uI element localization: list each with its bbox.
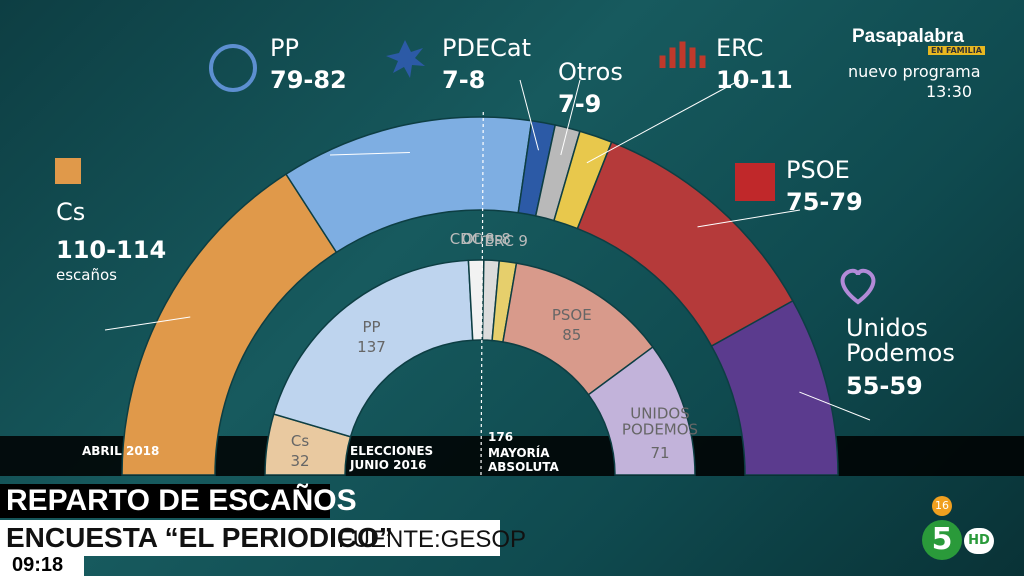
inner-seats: 9 [518,232,528,251]
party-name: PP [270,34,299,62]
party-name: Unidos Podemos [846,314,955,368]
majority-line [480,110,484,476]
inner-name: UNIDOS PODEMOS [621,404,699,438]
majority-label: MAYORÍA ABSOLUTA [488,446,559,475]
inner-seats: 137 [357,337,386,356]
unit-label: escaños [56,266,117,284]
party-seats: 110-114 [56,236,167,264]
party-name: PSOE [786,156,850,184]
inner-name: PSOE [551,306,592,325]
leader-line [329,152,410,156]
clock: 09:18 [12,554,64,576]
party-seats: 7-8 [442,66,486,94]
time: 13:30 [926,82,973,101]
channel-logo: 5 [922,520,962,560]
rating: 16 [932,496,952,516]
next: nuevo programa [848,62,981,81]
seat-segment [587,346,696,476]
inner-name: CDC [449,230,483,249]
leader-line [560,79,581,156]
seat-segment [710,299,839,476]
title-box [0,484,330,518]
majority-value: 176 [488,430,514,444]
erc-icon [659,41,706,68]
psoe-icon [735,163,775,201]
party-name: Otros [558,58,623,86]
pdecat-icon [386,40,425,78]
clock-box [0,556,84,576]
inner-name: Cs [290,432,310,451]
party-seats: 79-82 [270,66,347,94]
party-seats: 55-59 [846,372,923,400]
cs-icon [55,158,81,184]
party-name: ERC [716,34,764,62]
program: Pasapalabra [852,26,964,47]
leader-line [586,79,741,164]
ring-label: ABRIL 2018 [82,444,160,458]
inner-seats: 32 [290,452,310,471]
party-name: PDECat [442,34,531,62]
ring-label: ELECCIONES JUNIO 2016 [350,444,434,473]
inner-seats: 71 [650,444,670,463]
source: FUENTE:GESOP [338,526,527,553]
inner-seats: 85 [562,326,582,345]
leader-line [104,316,191,331]
leader-line [697,209,801,228]
leader-line [519,79,539,151]
inner-name: Otros [461,230,503,249]
party-seats: 75-79 [786,188,863,216]
hd: HD [964,528,994,554]
podemos-icon [840,268,876,305]
party-seats: 10-11 [716,66,793,94]
pp-icon [209,44,257,92]
leader-line [799,391,871,421]
inner-seats: 8 [501,230,511,249]
inner-seats: 8 [485,230,495,249]
subtitle: ENCUESTA “EL PERIODICO” [6,522,393,553]
party-seats: 7-9 [558,90,602,118]
inner-name: PP [362,317,381,336]
party-name: Cs [56,198,86,226]
title: REPARTO DE ESCAÑOS [6,484,357,517]
inner-name: ERC [484,232,515,251]
badge: EN FAMILIA [928,46,985,55]
subtitle-box [0,520,500,556]
